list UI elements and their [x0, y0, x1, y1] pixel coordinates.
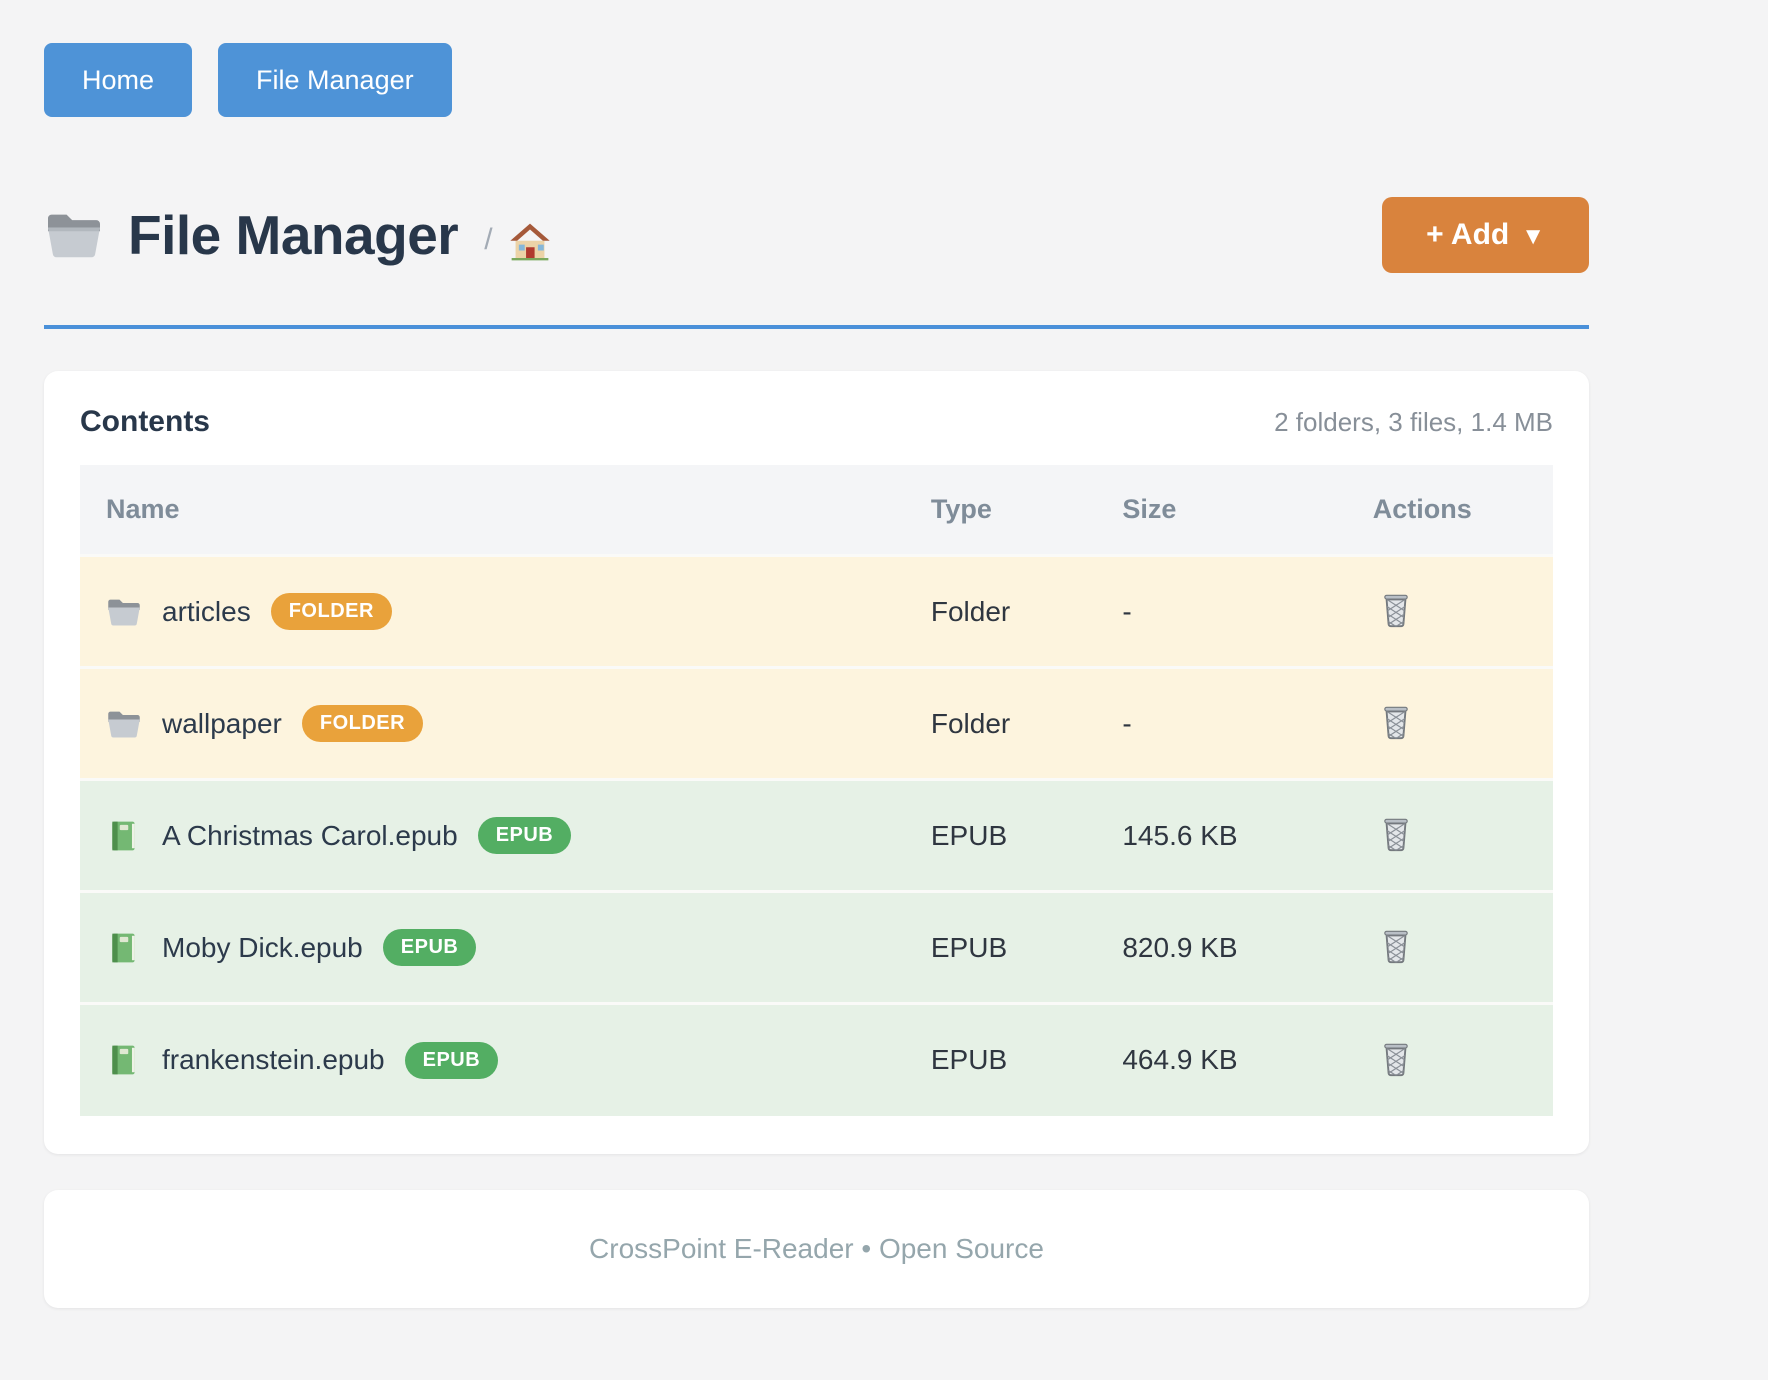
footer: CrossPoint E-Reader • Open Source	[44, 1189, 1589, 1308]
trash-icon	[1384, 706, 1408, 740]
table-row[interactable]: Moby Dick.epub EPUB EPUB 820.9 KB	[80, 891, 1553, 1004]
delete-button[interactable]	[1373, 810, 1419, 858]
footer-text: CrossPoint E-Reader • Open Source	[589, 1232, 1044, 1264]
add-button-label: + Add	[1426, 218, 1510, 251]
type-cell: EPUB	[930, 931, 1008, 963]
size-cell: -	[1122, 595, 1132, 627]
size-cell: 464.9 KB	[1122, 1044, 1238, 1076]
delete-button[interactable]	[1373, 1035, 1419, 1083]
name-cell: wallpaper FOLDER	[80, 668, 905, 780]
top-navigation: Home File Manager	[44, 43, 1589, 117]
page: Home File Manager File Manager / + Add ▼	[44, 0, 1589, 1308]
column-header-type: Type	[904, 465, 1097, 557]
title-group: File Manager /	[44, 203, 551, 267]
name-cell: Moby Dick.epub EPUB	[80, 892, 905, 1004]
name-cell: A Christmas Carol.epub EPUB	[80, 780, 905, 892]
name-cell: frankenstein.epub EPUB	[80, 1004, 905, 1116]
book-icon	[112, 933, 135, 962]
folder-icon	[108, 711, 140, 737]
actions-cell	[1347, 1004, 1553, 1116]
size-cell: -	[1122, 707, 1132, 739]
contents-card: Contents 2 folders, 3 files, 1.4 MB Name…	[44, 371, 1589, 1154]
size-cell: 820.9 KB	[1122, 931, 1238, 963]
type-badge: EPUB	[382, 929, 477, 966]
title-divider	[44, 325, 1589, 329]
actions-cell	[1347, 892, 1553, 1004]
type-cell: EPUB	[930, 819, 1008, 851]
file-name[interactable]: wallpaper	[162, 707, 282, 739]
delete-button[interactable]	[1373, 698, 1419, 746]
name-cell: articles FOLDER	[80, 556, 905, 668]
trash-icon	[1384, 594, 1408, 628]
delete-button[interactable]	[1373, 586, 1419, 634]
column-header-name: Name	[80, 465, 905, 557]
file-name[interactable]: A Christmas Carol.epub	[162, 819, 458, 851]
table-row[interactable]: articles FOLDER Folder -	[80, 555, 1553, 668]
page-title: File Manager	[128, 204, 459, 266]
contents-summary: 2 folders, 3 files, 1.4 MB	[1274, 407, 1553, 437]
type-badge: EPUB	[404, 1041, 499, 1079]
nav-button-home[interactable]: Home	[44, 43, 193, 117]
table-row[interactable]: A Christmas Carol.epub EPUB EPUB 145.6 K…	[80, 779, 1553, 892]
delete-button[interactable]	[1373, 922, 1419, 970]
file-name[interactable]: Moby Dick.epub	[162, 931, 363, 963]
contents-table: Name Type Size Actions	[80, 465, 1553, 1116]
contents-table-body: articles FOLDER Folder -	[80, 555, 1553, 1116]
type-badge: FOLDER	[301, 705, 424, 742]
type-cell: EPUB	[930, 1044, 1008, 1076]
table-row[interactable]: frankenstein.epub EPUB EPUB 464.9 KB	[80, 1003, 1553, 1116]
file-name[interactable]: articles	[162, 595, 251, 627]
type-badge: FOLDER	[270, 593, 392, 630]
table-row[interactable]: wallpaper FOLDER Folder -	[80, 667, 1553, 780]
trash-icon	[1384, 1043, 1408, 1076]
add-button[interactable]: + Add ▼	[1382, 197, 1589, 273]
trash-icon	[1384, 930, 1408, 964]
page-header: File Manager / + Add ▼	[44, 197, 1589, 273]
contents-card-header: Contents 2 folders, 3 files, 1.4 MB	[80, 405, 1553, 439]
book-icon	[112, 1045, 135, 1075]
folder-icon	[48, 214, 100, 258]
actions-cell	[1347, 556, 1553, 668]
house-icon[interactable]	[509, 222, 551, 262]
column-header-size: Size	[1096, 465, 1347, 557]
actions-cell	[1347, 780, 1553, 892]
breadcrumb: /	[484, 223, 493, 256]
file-name[interactable]: frankenstein.epub	[162, 1044, 385, 1076]
chevron-down-icon: ▼	[1521, 223, 1545, 250]
book-icon	[112, 821, 135, 850]
column-header-actions: Actions	[1346, 465, 1553, 557]
contents-title: Contents	[80, 405, 210, 438]
trash-icon	[1384, 818, 1408, 852]
type-badge: EPUB	[477, 817, 572, 854]
nav-button-file-manager[interactable]: File Manager	[218, 43, 452, 117]
type-cell: Folder	[930, 595, 1011, 627]
contents-table-head: Name Type Size Actions	[80, 465, 1553, 557]
folder-icon	[108, 599, 140, 625]
actions-cell	[1347, 668, 1553, 780]
type-cell: Folder	[930, 707, 1011, 739]
size-cell: 145.6 KB	[1122, 819, 1238, 851]
